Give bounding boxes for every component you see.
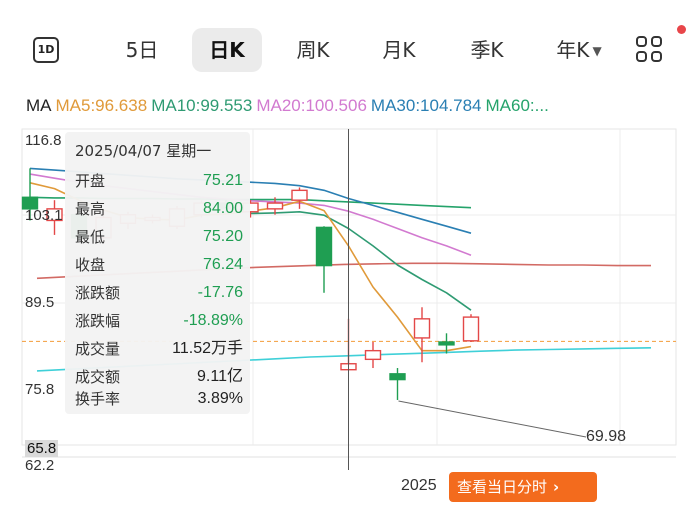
candle-down (315, 226, 333, 267)
info-key: 涨跌幅 (75, 312, 121, 330)
info-row-change: 涨跌额 -17.76 (75, 282, 243, 304)
info-row-turnover: 成交额 9.11亿 (75, 366, 243, 388)
info-row-high: 最高 84.00 (75, 198, 243, 220)
chevron-right-icon: › (553, 478, 560, 496)
period-low-label: 69.98 (586, 428, 627, 445)
caret-down-icon: ▼ (592, 44, 602, 58)
info-value: 75.20 (202, 228, 243, 245)
info-row-low: 最低 75.20 (75, 226, 243, 248)
candle-down (438, 341, 455, 346)
y-axis-mid-label: 89.5 (25, 294, 55, 311)
low-marker-leader (398, 400, 587, 438)
info-row-close: 收盘 76.24 (75, 254, 243, 276)
y-axis-lower-label: 75.8 (25, 381, 55, 398)
notification-dot-icon (677, 25, 686, 34)
y-axis-upper-label: 103.1 (25, 207, 63, 224)
grid-cell (651, 51, 662, 62)
info-key: 换手率 (75, 390, 121, 408)
tab-daily-k[interactable]: 日K (192, 28, 262, 72)
candle-up (364, 349, 382, 361)
candle-up (462, 316, 480, 342)
view-intraday-button[interactable]: 查看当日分时 › (449, 472, 597, 502)
y-axis-top-label: 116.8 (25, 132, 62, 149)
tab-weekly-k[interactable]: 周K (296, 38, 330, 62)
ma5-value: MA5:96.638 (55, 96, 148, 115)
info-key: 收盘 (75, 256, 106, 274)
info-key: 成交额 (75, 368, 121, 386)
ma10-line (250, 211, 472, 311)
date-axis-label: 2025 (401, 477, 437, 494)
info-key: 开盘 (75, 172, 106, 190)
info-date: 2025/04/07 星期一 (75, 142, 212, 160)
info-value: 76.24 (202, 256, 243, 273)
grid-cell (636, 51, 647, 62)
candle-up (413, 318, 431, 339)
info-value: 84.00 (202, 200, 243, 217)
info-value: 9.11亿 (197, 368, 243, 385)
info-row-change-pct: 涨跌幅 -18.89% (75, 310, 243, 332)
y-axis-current-label: 65.8 (25, 440, 59, 457)
candle-up (46, 208, 63, 222)
view-intraday-label: 查看当日分时 (457, 478, 548, 496)
info-value: -18.89% (183, 312, 243, 329)
info-key: 涨跌额 (75, 284, 121, 302)
info-value: 11.52万手 (172, 340, 243, 357)
info-value: 75.21 (202, 172, 243, 189)
info-value: 3.89% (197, 390, 243, 407)
tab-yearly-k-label: 年K (556, 38, 590, 62)
ma10-value: MA10:99.553 (151, 96, 253, 115)
candle-down (389, 373, 406, 381)
info-row-volume: 成交量 11.52万手 (75, 338, 243, 360)
info-key: 最高 (75, 200, 106, 218)
tab-monthly-k[interactable]: 月K (382, 38, 416, 62)
ma-prefix: MA (26, 96, 52, 115)
info-row-turnover-rate: 换手率 3.89% (75, 388, 243, 410)
candle-down (21, 196, 39, 210)
ma-legend[interactable]: MA MA5:96.638 MA10:99.553 MA20:100.506 MA30:… (26, 96, 700, 122)
tab-5day[interactable]: 5日 (125, 38, 159, 62)
ma20-value: MA20:100.506 (256, 96, 367, 115)
grid-cell (636, 36, 647, 47)
tab-quarterly-k[interactable]: 季K (470, 38, 504, 62)
grid-cell (651, 36, 662, 47)
ma30-value: MA30:104.784 (370, 96, 482, 115)
candle-up (266, 202, 284, 210)
tab-yearly-k[interactable]: 年K ▼ (544, 28, 614, 72)
info-value: -17.76 (197, 284, 243, 301)
ohlc-info-panel: 2025/04/07 星期一 开盘 75.21 最高 84.00 最低 75.20 收… (65, 132, 250, 414)
candle-up (291, 189, 308, 201)
grid-icon[interactable] (636, 36, 664, 64)
info-row-open: 开盘 75.21 (75, 170, 243, 192)
period-tabs: 1D 5日 日K 周K 月K 季K 年K ▼ (0, 0, 700, 100)
tab-1d[interactable]: 1D (33, 37, 59, 63)
info-key: 最低 (75, 228, 106, 246)
y-axis-bottom-label: 62.2 (25, 457, 55, 474)
info-key: 成交量 (75, 340, 121, 358)
ma60-value: MA60:... (485, 96, 549, 115)
